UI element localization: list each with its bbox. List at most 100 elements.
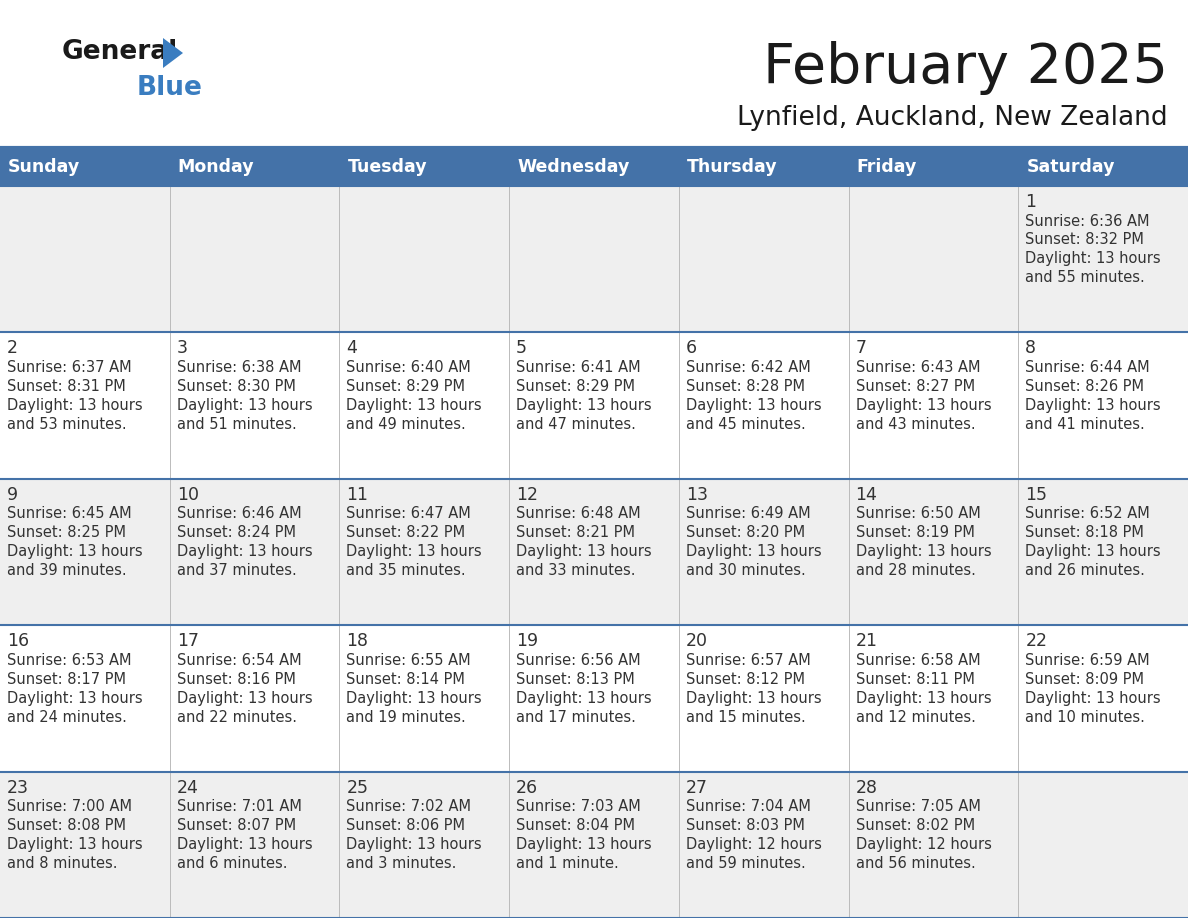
Text: and 3 minutes.: and 3 minutes. — [347, 856, 457, 871]
Text: 10: 10 — [177, 486, 198, 504]
Text: Sunset: 8:21 PM: Sunset: 8:21 PM — [516, 525, 636, 541]
Text: and 24 minutes.: and 24 minutes. — [7, 710, 127, 724]
Text: Daylight: 13 hours: Daylight: 13 hours — [1025, 544, 1161, 559]
Text: 22: 22 — [1025, 633, 1048, 650]
Text: February 2025: February 2025 — [763, 41, 1168, 95]
Text: and 35 minutes.: and 35 minutes. — [347, 564, 466, 578]
Text: 25: 25 — [347, 778, 368, 797]
Text: 16: 16 — [7, 633, 30, 650]
Text: Sunrise: 7:01 AM: Sunrise: 7:01 AM — [177, 799, 302, 814]
Text: 23: 23 — [7, 778, 29, 797]
Text: Sunrise: 6:45 AM: Sunrise: 6:45 AM — [7, 507, 132, 521]
Text: Sunset: 8:28 PM: Sunset: 8:28 PM — [685, 379, 804, 394]
Polygon shape — [163, 38, 183, 68]
Text: Daylight: 13 hours: Daylight: 13 hours — [347, 837, 482, 852]
Text: Daylight: 13 hours: Daylight: 13 hours — [347, 690, 482, 706]
Bar — [0, 186, 1188, 332]
Text: Sunset: 8:11 PM: Sunset: 8:11 PM — [855, 672, 974, 687]
Text: and 41 minutes.: and 41 minutes. — [1025, 417, 1145, 431]
Text: Daylight: 12 hours: Daylight: 12 hours — [855, 837, 992, 852]
Text: Daylight: 13 hours: Daylight: 13 hours — [685, 397, 821, 413]
Text: 14: 14 — [855, 486, 878, 504]
Text: Sunrise: 6:36 AM: Sunrise: 6:36 AM — [1025, 214, 1150, 229]
Text: Sunrise: 7:05 AM: Sunrise: 7:05 AM — [855, 799, 980, 814]
Text: Sunrise: 6:50 AM: Sunrise: 6:50 AM — [855, 507, 980, 521]
Text: Blue: Blue — [137, 75, 203, 101]
Text: Daylight: 13 hours: Daylight: 13 hours — [347, 544, 482, 559]
Text: 26: 26 — [516, 778, 538, 797]
Text: Sunset: 8:14 PM: Sunset: 8:14 PM — [347, 672, 466, 687]
Text: Daylight: 13 hours: Daylight: 13 hours — [855, 397, 991, 413]
Text: Daylight: 13 hours: Daylight: 13 hours — [516, 544, 652, 559]
Text: Sunset: 8:09 PM: Sunset: 8:09 PM — [1025, 672, 1144, 687]
Text: Sunset: 8:29 PM: Sunset: 8:29 PM — [516, 379, 636, 394]
Text: and 10 minutes.: and 10 minutes. — [1025, 710, 1145, 724]
Text: and 59 minutes.: and 59 minutes. — [685, 856, 805, 871]
Text: and 43 minutes.: and 43 minutes. — [855, 417, 975, 431]
Text: Sunrise: 6:52 AM: Sunrise: 6:52 AM — [1025, 507, 1150, 521]
Text: Sunrise: 6:56 AM: Sunrise: 6:56 AM — [516, 653, 640, 667]
Text: Daylight: 13 hours: Daylight: 13 hours — [1025, 252, 1161, 266]
Bar — [0, 772, 1188, 918]
Bar — [0, 332, 1188, 479]
Text: Daylight: 13 hours: Daylight: 13 hours — [347, 397, 482, 413]
Text: Sunrise: 6:54 AM: Sunrise: 6:54 AM — [177, 653, 302, 667]
Text: Daylight: 13 hours: Daylight: 13 hours — [177, 837, 312, 852]
Text: 21: 21 — [855, 633, 878, 650]
Text: 12: 12 — [516, 486, 538, 504]
Text: Sunset: 8:18 PM: Sunset: 8:18 PM — [1025, 525, 1144, 541]
Text: 2: 2 — [7, 340, 18, 357]
Text: Daylight: 12 hours: Daylight: 12 hours — [685, 837, 822, 852]
Text: Sunrise: 7:00 AM: Sunrise: 7:00 AM — [7, 799, 132, 814]
Text: General: General — [62, 39, 178, 65]
Text: 6: 6 — [685, 340, 697, 357]
Text: Lynfield, Auckland, New Zealand: Lynfield, Auckland, New Zealand — [738, 105, 1168, 131]
Text: and 15 minutes.: and 15 minutes. — [685, 710, 805, 724]
Text: and 39 minutes.: and 39 minutes. — [7, 564, 127, 578]
Text: 4: 4 — [347, 340, 358, 357]
Text: and 56 minutes.: and 56 minutes. — [855, 856, 975, 871]
Text: Sunday: Sunday — [8, 158, 81, 176]
Bar — [0, 479, 1188, 625]
Text: Daylight: 13 hours: Daylight: 13 hours — [177, 397, 312, 413]
Text: and 28 minutes.: and 28 minutes. — [855, 564, 975, 578]
Text: and 17 minutes.: and 17 minutes. — [516, 710, 636, 724]
Text: and 30 minutes.: and 30 minutes. — [685, 564, 805, 578]
Text: Daylight: 13 hours: Daylight: 13 hours — [685, 690, 821, 706]
Text: Sunrise: 6:59 AM: Sunrise: 6:59 AM — [1025, 653, 1150, 667]
Text: and 55 minutes.: and 55 minutes. — [1025, 271, 1145, 285]
Text: Sunrise: 6:44 AM: Sunrise: 6:44 AM — [1025, 360, 1150, 375]
Text: Sunrise: 7:02 AM: Sunrise: 7:02 AM — [347, 799, 472, 814]
Text: and 45 minutes.: and 45 minutes. — [685, 417, 805, 431]
Text: and 53 minutes.: and 53 minutes. — [7, 417, 127, 431]
Text: 11: 11 — [347, 486, 368, 504]
Text: and 12 minutes.: and 12 minutes. — [855, 710, 975, 724]
Text: Sunset: 8:12 PM: Sunset: 8:12 PM — [685, 672, 804, 687]
Text: Sunset: 8:32 PM: Sunset: 8:32 PM — [1025, 232, 1144, 248]
Text: 3: 3 — [177, 340, 188, 357]
Text: and 1 minute.: and 1 minute. — [516, 856, 619, 871]
Text: Sunset: 8:22 PM: Sunset: 8:22 PM — [347, 525, 466, 541]
Text: Sunrise: 6:37 AM: Sunrise: 6:37 AM — [7, 360, 132, 375]
Text: Sunset: 8:20 PM: Sunset: 8:20 PM — [685, 525, 805, 541]
Text: Sunrise: 6:58 AM: Sunrise: 6:58 AM — [855, 653, 980, 667]
Text: 24: 24 — [177, 778, 198, 797]
Text: and 37 minutes.: and 37 minutes. — [177, 564, 297, 578]
Text: and 8 minutes.: and 8 minutes. — [7, 856, 118, 871]
Text: Sunrise: 6:41 AM: Sunrise: 6:41 AM — [516, 360, 640, 375]
Text: Daylight: 13 hours: Daylight: 13 hours — [7, 837, 143, 852]
Text: 17: 17 — [177, 633, 198, 650]
Text: and 26 minutes.: and 26 minutes. — [1025, 564, 1145, 578]
Text: 20: 20 — [685, 633, 708, 650]
Text: and 19 minutes.: and 19 minutes. — [347, 710, 466, 724]
Text: Sunrise: 7:04 AM: Sunrise: 7:04 AM — [685, 799, 810, 814]
Text: Sunrise: 6:55 AM: Sunrise: 6:55 AM — [347, 653, 472, 667]
Text: and 6 minutes.: and 6 minutes. — [177, 856, 287, 871]
Text: Wednesday: Wednesday — [517, 158, 630, 176]
Text: Sunset: 8:02 PM: Sunset: 8:02 PM — [855, 818, 974, 834]
Text: Sunset: 8:06 PM: Sunset: 8:06 PM — [347, 818, 466, 834]
Text: Sunrise: 6:40 AM: Sunrise: 6:40 AM — [347, 360, 472, 375]
Text: Sunset: 8:29 PM: Sunset: 8:29 PM — [347, 379, 466, 394]
Text: 15: 15 — [1025, 486, 1048, 504]
Text: Tuesday: Tuesday — [347, 158, 426, 176]
